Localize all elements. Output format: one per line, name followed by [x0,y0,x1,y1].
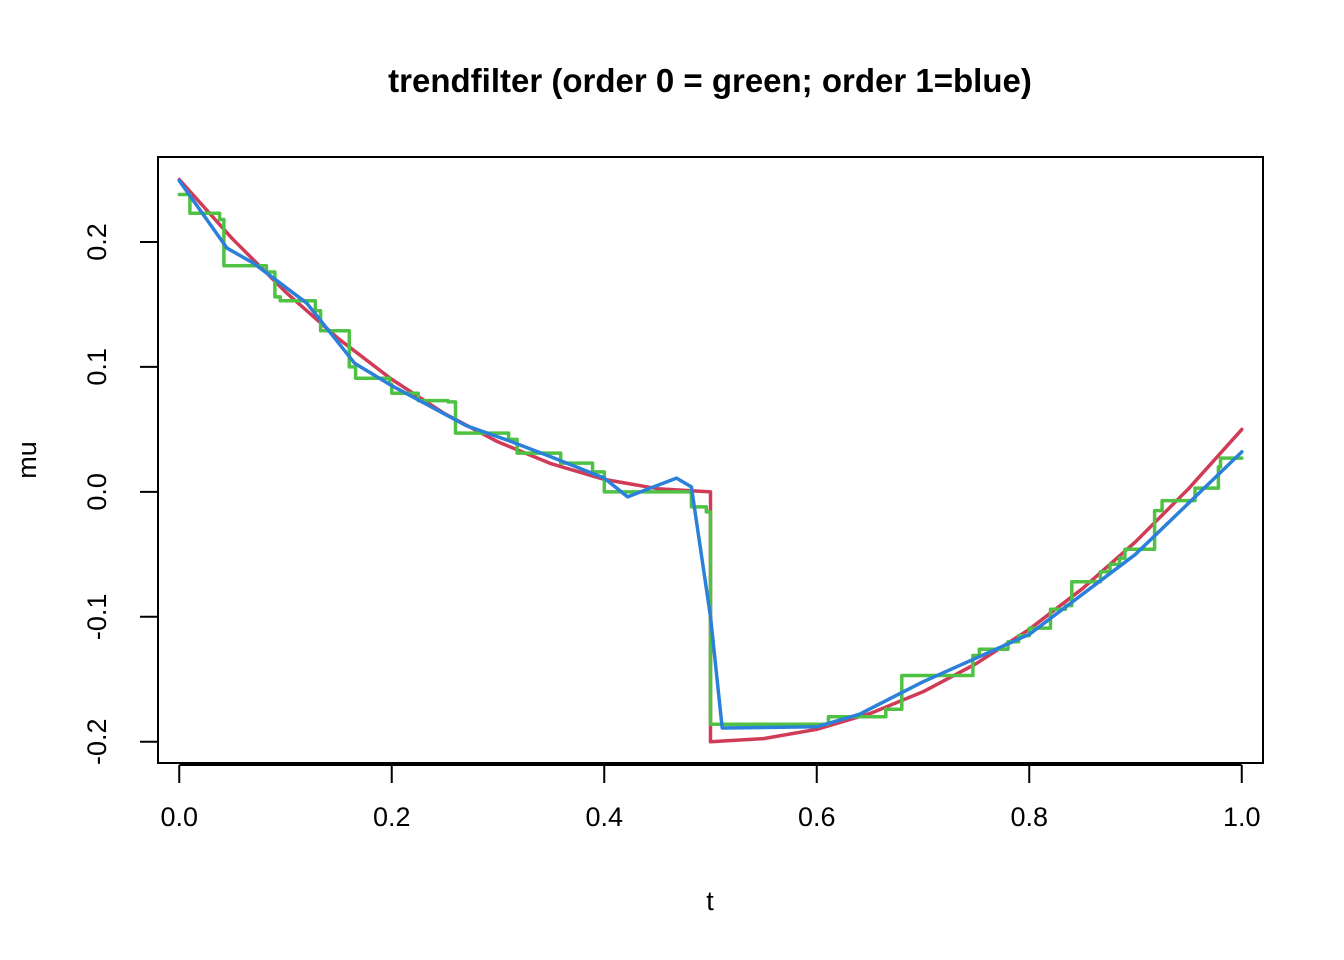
y-axis: -0.2 -0.1 0.0 0.1 0.2 [82,223,159,765]
x-tick-label: 1.0 [1223,802,1261,832]
x-tick-label: 0.6 [798,802,836,832]
x-tick-label: 0.0 [160,802,198,832]
series-layer [177,177,1244,744]
y-tick-label: -0.1 [82,594,112,641]
chart-title: trendfilter (order 0 = green; order 1=bl… [388,62,1032,99]
series-line-blue [177,178,1244,730]
y-tick-label: 0.2 [82,223,112,261]
x-axis-label: t [706,886,714,916]
y-tick-label: 0.1 [82,348,112,386]
x-tick-label: 0.2 [373,802,411,832]
y-axis-label: mu [12,441,42,479]
x-tick-label: 0.8 [1010,802,1048,832]
y-tick-label: -0.2 [82,718,112,765]
y-tick-label: 0.0 [82,473,112,511]
x-tick-label: 0.4 [585,802,623,832]
x-axis: 0.0 0.2 0.4 0.6 0.8 1.0 [160,764,1261,832]
series-line-green [177,192,1244,727]
